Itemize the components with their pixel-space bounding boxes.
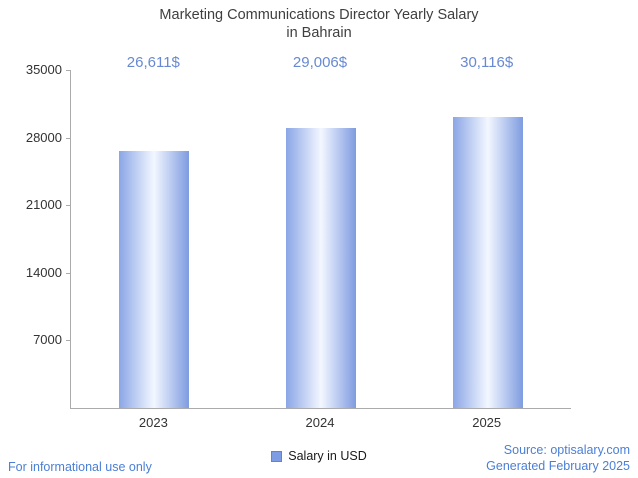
y-tick-7000: 7000 [33,332,62,348]
value-label-2025: 30,116$ [460,54,514,71]
source-link[interactable]: Source: optisalary.com [503,443,630,457]
bar-value-labels: 26,611$ 29,006$ 30,116$ [70,54,570,71]
bar-slot-2023 [71,70,238,408]
disclaimer-text: For informational use only [8,460,152,474]
y-tick-28000: 28000 [25,129,62,145]
bar-slot-2024 [238,70,405,408]
x-label-2024: 2024 [305,415,335,430]
bars-container [71,70,571,408]
y-tick-mark [66,272,71,274]
legend-label: Salary in USD [288,449,367,463]
legend-swatch-icon [271,450,283,462]
legend: Salary in USD [0,449,638,463]
chart-title: Marketing Communications Director Yearly… [159,7,479,41]
y-tick-mark [66,205,71,207]
y-tick-35000: 35000 [25,62,62,77]
bar-2024 [286,127,356,408]
x-label-2025: 2025 [472,415,502,430]
bar-slot-2025 [404,70,571,408]
value-label-2024: 29,006$ [292,54,348,71]
bar-2025 [452,117,523,408]
generated-date: Generated February 2025 [486,459,630,473]
y-tick-mark [66,70,71,71]
y-tick-mark [66,340,71,342]
bar-2023 [119,151,190,408]
source-block: Source: optisalary.com Generated Februar… [486,442,630,474]
y-tick-21000: 21000 [25,197,62,213]
x-axis-labels: 2023 2024 2025 [70,415,570,430]
value-label-2023: 26,611$ [126,54,180,71]
plot-area: 7000 14000 21000 28000 35000 [26,63,571,409]
x-label-2023: 2023 [138,415,168,430]
y-tick-mark [66,137,71,139]
y-tick-14000: 14000 [25,264,62,280]
